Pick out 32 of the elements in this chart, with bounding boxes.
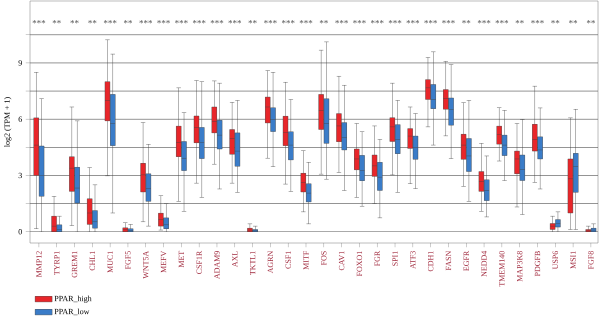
annotation: *** [406, 20, 420, 24]
annotation: *** [32, 20, 46, 24]
annotation: *** [210, 20, 224, 24]
annotation: *** [335, 20, 348, 24]
annotation: *** [496, 20, 508, 24]
annotation: *** [300, 20, 312, 24]
annotation: ** [124, 20, 132, 24]
annotation: *** [531, 20, 544, 24]
annotation: *** [442, 20, 455, 24]
annotation: *** [192, 20, 206, 24]
annotation: *** [228, 20, 242, 24]
annotation: *** [370, 20, 384, 24]
annotation: ** [462, 20, 470, 24]
annotation: ** [248, 20, 257, 24]
annotation: *** [478, 20, 490, 24]
annotation: ** [88, 20, 96, 24]
annotation: *** [157, 20, 170, 24]
annotation: *** [104, 20, 116, 24]
annotation: ** [586, 20, 595, 24]
annotation: *** [139, 20, 152, 24]
annotation: ** [569, 20, 578, 24]
annotation: *** [353, 20, 366, 24]
annotation: ** [70, 20, 79, 24]
annotation: *** [264, 20, 277, 24]
annotation: *** [388, 20, 402, 24]
annotation: ** [516, 20, 524, 24]
annotation: *** [424, 20, 437, 24]
annotation: *** [282, 20, 294, 24]
annotation: ** [52, 20, 61, 24]
annotation: ** [551, 20, 560, 24]
annotation: *** [175, 20, 188, 24]
annotation: ** [320, 20, 328, 24]
